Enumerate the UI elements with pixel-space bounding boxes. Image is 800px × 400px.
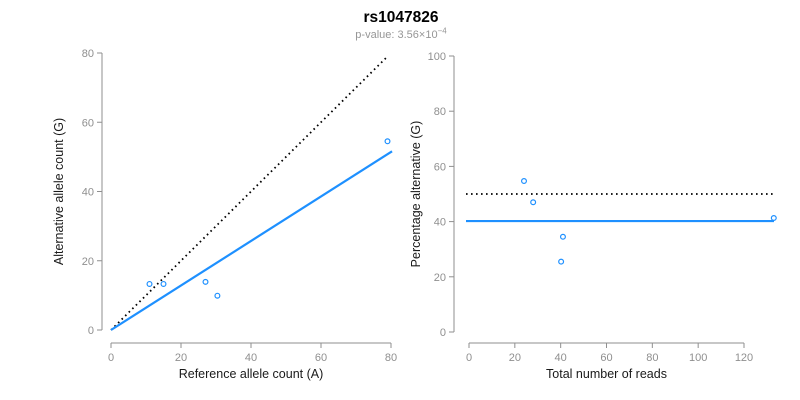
y-axis-title: Percentage alternative (G) [409, 121, 423, 268]
x-axis-title: Total number of reads [546, 367, 667, 381]
data-point [160, 280, 167, 287]
identity-line [110, 55, 389, 331]
p-value-exponent: −4 [438, 27, 448, 36]
y-tick-label: 60 [434, 161, 446, 173]
y-tick-label: 80 [434, 106, 446, 118]
data-point [770, 215, 777, 222]
data-point [384, 138, 391, 145]
x-tick-label: 0 [466, 352, 472, 364]
fit-line [110, 150, 393, 331]
right-scatter-plot: 0 20 40 60 80 100 120 0 20 40 60 80 100 Total number … [409, 51, 777, 381]
x-tick-label: 20 [509, 352, 521, 364]
charts-row: 0 20 40 60 80 0 20 40 60 80 Reference allele count… [52, 48, 777, 381]
y-tick-label: 0 [88, 325, 94, 337]
x-tick-label: 120 [735, 352, 753, 364]
data-point [530, 199, 537, 206]
x-tick-label: 20 [175, 352, 187, 364]
data-point [559, 233, 566, 240]
plot-title: rs1047826 [364, 9, 439, 26]
plot-subtitle: p-value: 3.56×10−4 [355, 27, 447, 42]
y-tick-label: 40 [82, 187, 94, 199]
y-tick-label: 100 [428, 51, 446, 63]
data-point [558, 258, 565, 265]
x-tick-label: 60 [315, 352, 327, 364]
y-tick-label: 80 [82, 48, 94, 60]
x-tick-label: 40 [245, 352, 257, 364]
data-point [146, 280, 153, 287]
left-scatter-plot: 0 20 40 60 80 0 20 40 60 80 Reference allele count… [52, 48, 397, 381]
y-tick-label: 40 [434, 217, 446, 229]
x-tick-label: 0 [108, 352, 114, 364]
x-tick-label: 40 [555, 352, 567, 364]
y-axis-title: Alternative allele count (G) [52, 118, 66, 265]
y-tick-label: 20 [434, 272, 446, 284]
data-point [214, 292, 221, 299]
data-point [202, 278, 209, 285]
y-tick-label: 0 [440, 327, 446, 339]
y-tick-label: 20 [82, 256, 94, 268]
x-tick-label: 80 [385, 352, 397, 364]
data-point [520, 178, 527, 185]
x-tick-label: 60 [600, 352, 612, 364]
x-axis-title: Reference allele count (A) [179, 367, 324, 381]
x-tick-label: 100 [689, 352, 707, 364]
x-tick-label: 80 [646, 352, 658, 364]
p-value-text: p-value: 3.56×10 [355, 29, 437, 41]
y-tick-label: 60 [82, 117, 94, 129]
